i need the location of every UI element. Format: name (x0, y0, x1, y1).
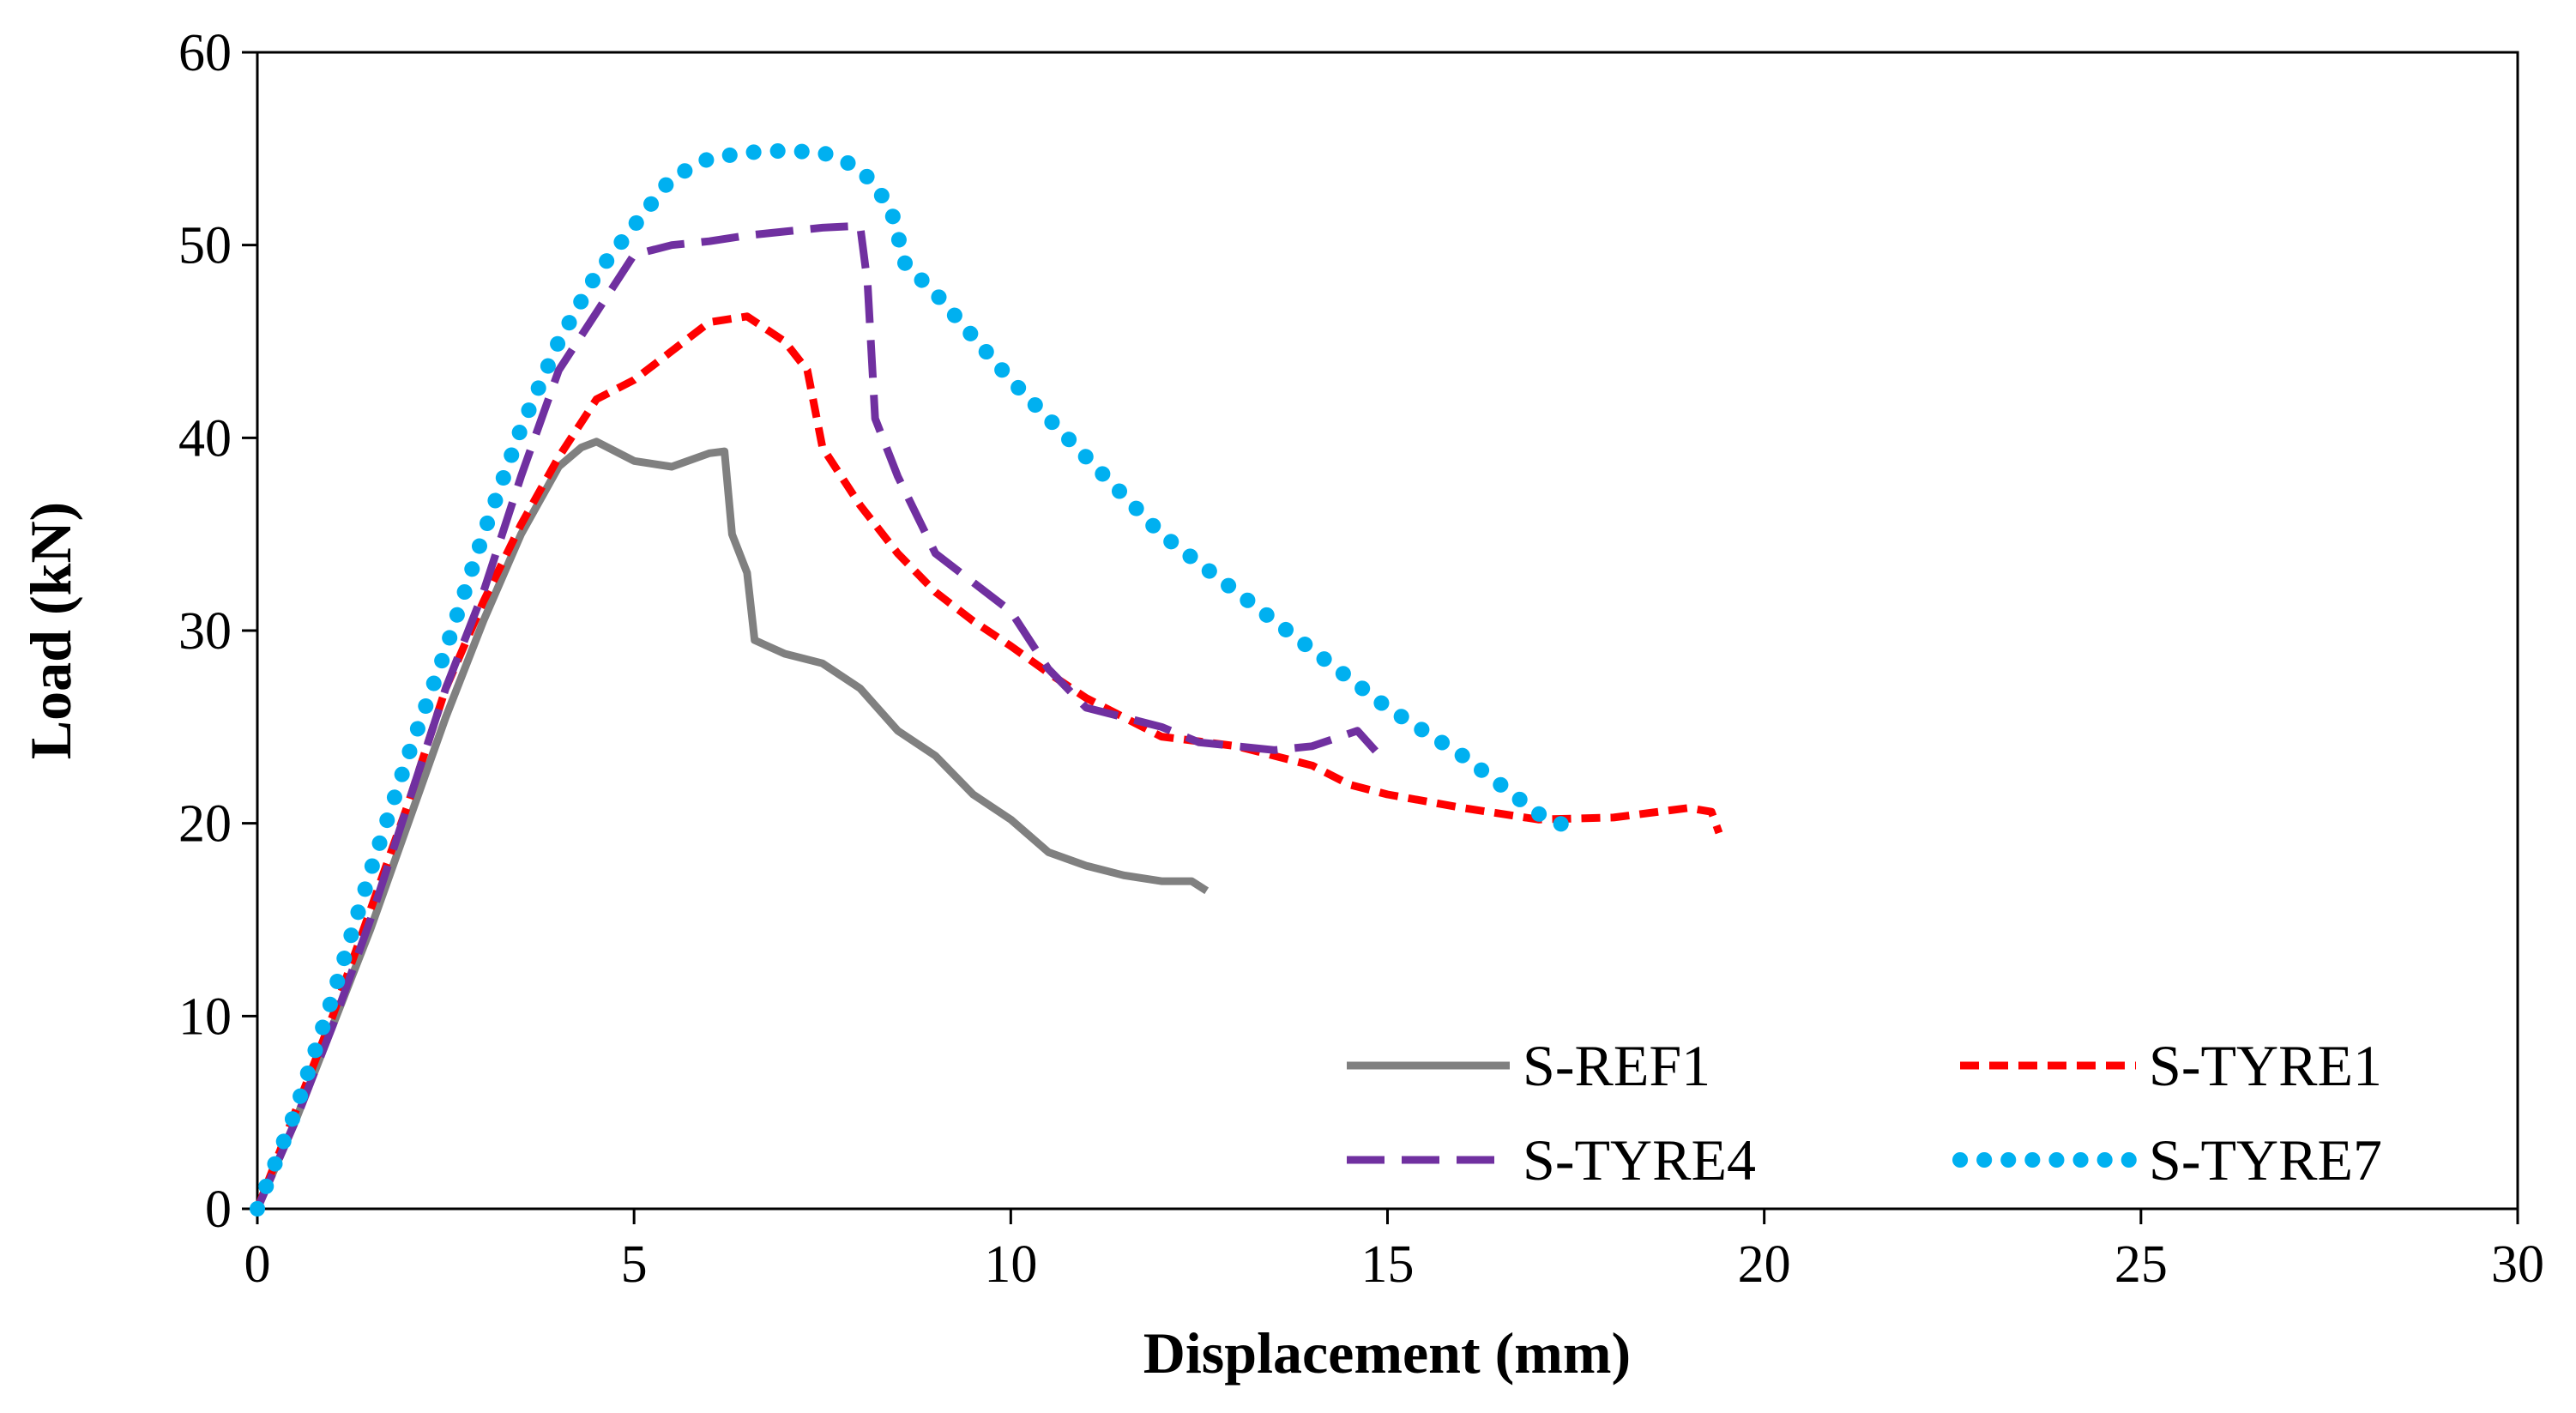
legend-label-s-tyre7: S-TYRE7 (2149, 1127, 2382, 1193)
series-line-s-ref1 (253, 438, 1210, 1211)
legend-label-s-tyre4: S-TYRE4 (1523, 1127, 1756, 1193)
legend-label-s-tyre1: S-TYRE1 (2149, 1033, 2382, 1098)
y-tick-label: 60 (178, 24, 232, 82)
y-tick-label: 10 (178, 987, 232, 1046)
series-line-s-tyre7 (250, 142, 1577, 1217)
x-tick-label: 0 (244, 1235, 271, 1294)
plot-area (256, 51, 2519, 1211)
legend-label-s-ref1: S-REF1 (1523, 1033, 1710, 1098)
x-tick-label: 25 (2114, 1235, 2168, 1294)
y-tick-label: 40 (178, 409, 232, 468)
y-tick-label: 20 (178, 795, 232, 854)
x-tick-label: 30 (2491, 1235, 2544, 1294)
y-axis-ticks: 0 10 20 30 40 50 60 (178, 24, 257, 1239)
y-axis-title: Load (kN) (18, 502, 83, 759)
x-tick-label: 10 (984, 1235, 1037, 1294)
y-tick-label: 0 (205, 1181, 232, 1239)
x-axis-title: Displacement (mm) (1143, 1320, 1631, 1386)
x-tick-label: 5 (621, 1235, 648, 1294)
y-tick-label: 50 (178, 217, 232, 275)
series-line-s-tyre4 (253, 221, 1384, 1211)
series-layer (250, 142, 1723, 1217)
x-tick-label: 20 (1738, 1235, 1791, 1294)
legend: S-REF1 S-TYRE1 S-TYRE4 S-TYRE7 (1347, 1033, 2382, 1193)
y-tick-label: 30 (178, 602, 232, 661)
x-tick-label: 15 (1361, 1235, 1415, 1294)
x-axis-ticks: 0 5 10 15 20 25 30 (244, 1209, 2544, 1294)
